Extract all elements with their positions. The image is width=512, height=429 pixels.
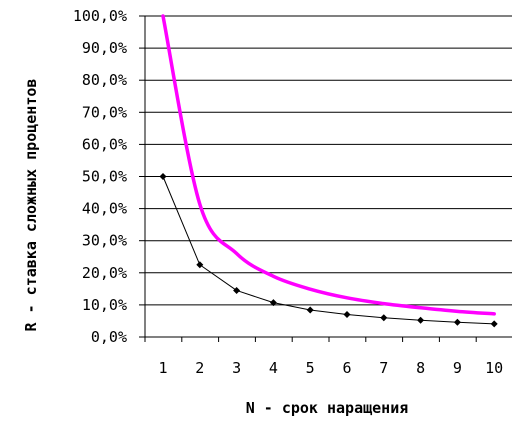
x-tick-label: 9 — [453, 359, 462, 377]
x-tick-label: 2 — [195, 359, 204, 377]
y-axis-title: R - ставка сложных процентов — [22, 79, 40, 332]
x-tick-labels: 1 2 3 4 5 6 7 8 9 10 — [158, 359, 503, 377]
x-tick-label: 5 — [306, 359, 315, 377]
axes — [139, 15, 512, 342]
series-2-point — [306, 306, 314, 314]
series-2-point — [417, 316, 425, 324]
y-tick-label: 20,0% — [82, 264, 127, 282]
series-2-point — [490, 320, 498, 328]
series-2-point — [343, 311, 351, 319]
y-tick-label: 90,0% — [82, 39, 127, 57]
x-tick-label: 8 — [416, 359, 425, 377]
y-tick-labels: 0,0% 10,0% 20,0% 30,0% 40,0% 50,0% 60,0% 70,0% 8… — [73, 7, 127, 346]
series-2-point — [159, 173, 167, 180]
y-tick-label: 80,0% — [82, 71, 127, 89]
x-tick-label: 4 — [269, 359, 278, 377]
x-tick-label: 7 — [379, 359, 388, 377]
gridlines — [145, 15, 512, 306]
x-tick-label: 6 — [342, 359, 351, 377]
series-2-point — [269, 299, 277, 307]
series-2-point — [196, 261, 204, 269]
y-tick-label: 30,0% — [82, 232, 127, 250]
y-tick-label: 40,0% — [82, 200, 127, 218]
y-tick-label: 10,0% — [82, 296, 127, 314]
x-tick-label: 3 — [232, 359, 241, 377]
x-axis-title: N - срок наращения — [246, 399, 409, 417]
y-tick-label: 70,0% — [82, 103, 127, 121]
y-tick-label: 100,0% — [73, 7, 127, 25]
x-tick-label: 10 — [485, 359, 503, 377]
series-1-line — [161, 14, 496, 316]
y-tick-label: 50,0% — [82, 168, 127, 186]
series-group — [159, 14, 498, 328]
series-2-point — [233, 286, 241, 294]
series-2-point — [453, 318, 461, 326]
y-tick-label: 0,0% — [91, 328, 127, 346]
series-2-line — [162, 176, 495, 325]
series-2-point — [380, 314, 388, 322]
y-tick-label: 60,0% — [82, 135, 127, 153]
x-tick-label: 1 — [158, 359, 167, 377]
